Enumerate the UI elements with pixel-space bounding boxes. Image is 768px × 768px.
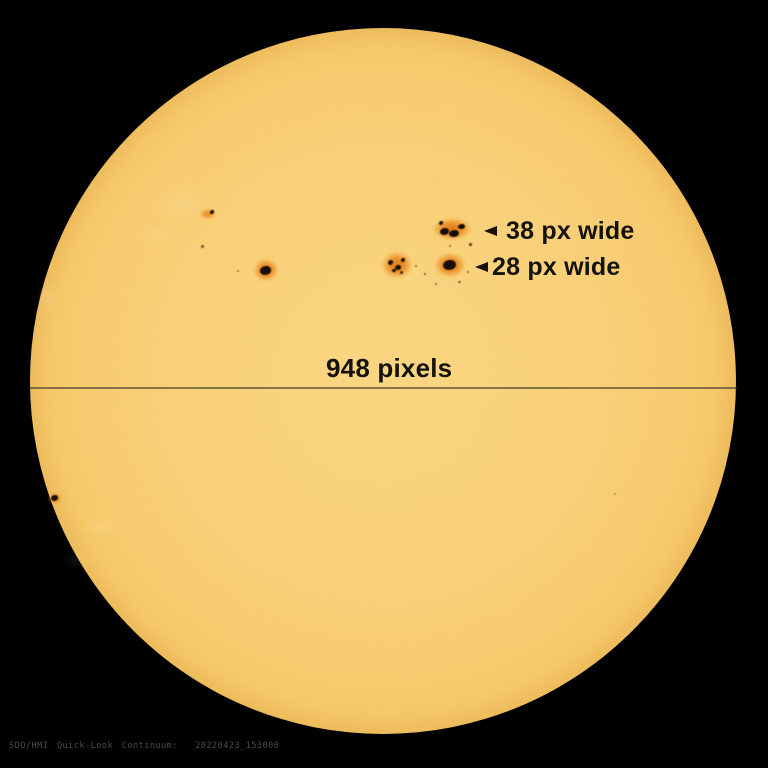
sunspot-umbra [449, 229, 459, 237]
sunspot-umbra [259, 265, 271, 275]
sunspot-umbra [387, 259, 393, 265]
sunspot-umbra [614, 493, 616, 495]
facula-patch [138, 222, 178, 246]
sunspot-umbra [210, 210, 214, 214]
sunspot-umbra [415, 265, 417, 267]
sunspot-umbra [237, 270, 239, 272]
sunspot-umbra [395, 264, 401, 270]
sunspot-umbra [457, 281, 461, 283]
annotation-28px: 28 px wide [475, 253, 620, 281]
facula-patch [77, 517, 123, 539]
facula-patch [36, 280, 58, 314]
sunspot-umbra [442, 260, 456, 270]
annotation-28px-label: 28 px wide [492, 252, 621, 281]
sunspot-umbra [449, 245, 451, 247]
sunspot-umbra [200, 244, 204, 248]
sunspot-umbra [467, 271, 469, 273]
sunspot-umbra [439, 227, 449, 235]
sunspot-umbra [424, 273, 426, 275]
sunspot-umbra [457, 223, 465, 229]
diameter-line [30, 387, 737, 389]
left-arrow-icon [484, 226, 497, 236]
annotation-38px: 38 px wide [484, 217, 634, 245]
sunspot-umbra [399, 270, 403, 274]
sunspot-penumbra [200, 209, 216, 219]
diameter-label: 948 pixels [326, 353, 453, 383]
sunspot-umbra [392, 268, 396, 272]
facula-patch [148, 182, 208, 224]
sunspot-umbra [50, 495, 58, 501]
left-arrow-icon [475, 262, 488, 272]
facula-patch [61, 551, 91, 569]
sunspot-umbra [439, 221, 443, 225]
image-caption: SDO/HMI Quick-Look Continuum: 20220423_1… [9, 741, 280, 751]
sunspot-umbra [468, 242, 472, 246]
sunspot-umbra [435, 283, 437, 285]
sunspot-umbra [401, 258, 405, 262]
annotation-38px-label: 38 px wide [506, 216, 635, 245]
facula-patch [680, 296, 696, 324]
